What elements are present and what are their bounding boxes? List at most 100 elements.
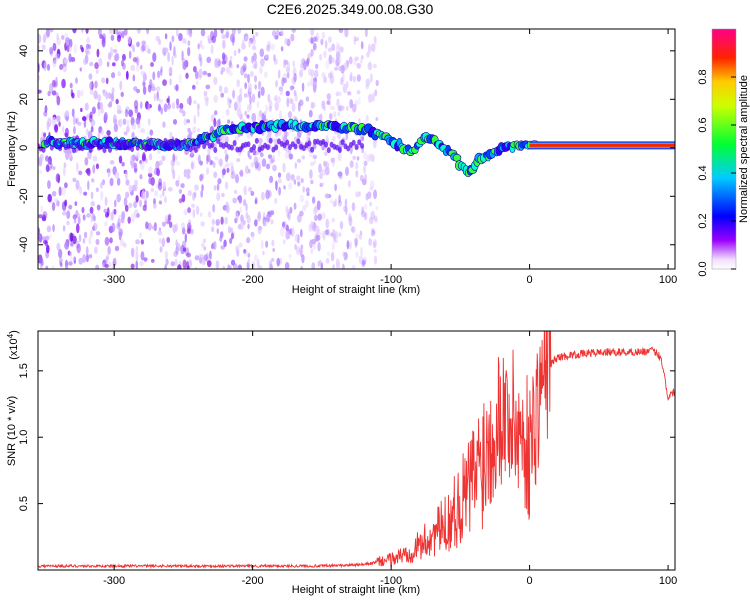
spectrogram-noise-cell: [101, 37, 106, 48]
spectrogram-noise-cell: [75, 179, 80, 190]
spectrogram-noise-cell: [337, 56, 342, 64]
spectrogram-noise-cell: [158, 178, 163, 186]
spectrogram-noise-cell: [355, 162, 359, 170]
spectrogram-noise-cell: [52, 60, 57, 68]
spectrogram-noise-cell: [272, 248, 276, 253]
spectrogram-noise-cell: [246, 104, 251, 113]
spectrogram-noise-cell: [228, 61, 232, 67]
spectrogram-noise-cell: [259, 48, 265, 57]
spectrogram-band-cell: [85, 142, 90, 149]
spectrogram-band-cell: [94, 140, 99, 147]
spectrogram-noise-cell: [188, 131, 193, 137]
spectrogram-noise-cell: [113, 118, 118, 126]
spectrogram-noise-cell: [281, 221, 286, 228]
spectrogram-noise-cell: [213, 240, 217, 250]
spectrogram-band-cell: [326, 147, 331, 154]
spectrogram-noise-cell: [126, 119, 130, 128]
spectrogram-noise-cell: [64, 151, 70, 161]
spectrogram-noise-cell: [134, 167, 138, 173]
spectrogram-noise-cell: [321, 230, 326, 239]
spectrogram-noise-cell: [238, 94, 243, 103]
spectrogram-noise-cell: [224, 163, 230, 168]
spectrogram-noise-cell: [301, 155, 306, 160]
spectrogram-y-tick-label: 0: [18, 145, 30, 151]
spectrogram-noise-cell: [250, 190, 255, 197]
spectrogram-noise-cell: [355, 251, 359, 258]
spectrogram-noise-cell: [282, 239, 286, 245]
spectrogram-noise-cell: [182, 110, 186, 117]
spectrogram-noise-cell: [72, 29, 77, 34]
spectrogram-noise-cell: [344, 29, 349, 38]
spectrogram-noise-cell: [209, 160, 214, 165]
spectrogram-noise-cell: [139, 174, 143, 180]
spectrogram-noise-cell: [95, 163, 100, 170]
spectrogram-noise-cell: [46, 121, 50, 131]
spectrogram-noise-cell: [135, 63, 140, 72]
spectrogram-noise-cell: [152, 52, 157, 63]
spectrogram-noise-cell: [118, 228, 123, 237]
spectrogram-noise-cell: [91, 80, 94, 91]
spectrogram-noise-cell: [240, 214, 244, 223]
spectrogram-noise-cell: [40, 205, 43, 214]
spectrogram-noise-cell: [124, 204, 129, 212]
spectrogram-noise-cell: [182, 247, 187, 252]
spectrogram-x-tick-label: -300: [103, 274, 125, 286]
spectrogram-band-cell: [88, 146, 93, 153]
spectrogram-noise-cell: [262, 216, 267, 227]
spectrogram-noise-cell: [116, 222, 121, 230]
spectrogram-noise-cell: [245, 35, 249, 41]
spectrogram-noise-cell: [86, 50, 91, 56]
spectrogram-noise-cell: [148, 177, 152, 185]
spectrogram-noise-cell: [180, 244, 185, 255]
spectrogram-noise-cell: [77, 121, 82, 126]
spectrogram-noise-cell: [46, 244, 50, 254]
spectrogram-noise-cell: [109, 237, 113, 244]
spectrogram-noise-cell: [233, 101, 238, 111]
spectrogram-noise-cell: [338, 194, 341, 204]
spectrogram-noise-cell: [45, 235, 50, 241]
spectrogram-noise-cell: [150, 187, 155, 193]
spectrogram-noise-cell: [226, 167, 230, 173]
spectrogram-noise-cell: [279, 227, 285, 237]
spectrogram-noise-cell: [248, 168, 251, 174]
spectrogram-noise-cell: [360, 174, 364, 182]
spectrogram-noise-cell: [87, 180, 90, 191]
spectrogram-noise-cell: [80, 29, 84, 33]
spectrogram-noise-cell: [356, 89, 361, 95]
spectrogram-noise-cell: [77, 216, 81, 225]
spectrogram-noise-cell: [306, 131, 310, 141]
spectrogram-noise-cell: [157, 70, 161, 79]
spectrogram-band-cell: [193, 147, 198, 154]
spectrogram-tone-core: [529, 143, 675, 147]
spectrogram-noise-cell: [277, 172, 282, 178]
spectrogram-noise-cell: [164, 196, 167, 203]
spectrogram-noise-cell: [243, 73, 248, 79]
spectrogram-noise-cell: [70, 241, 74, 247]
spectrogram-noise-cell: [86, 37, 90, 44]
spectrogram-band-cell: [130, 145, 135, 152]
spectrogram-noise-cell: [63, 32, 69, 41]
spectrogram-noise-cell: [130, 212, 135, 223]
spectrogram-x-tick-label: 100: [659, 274, 677, 286]
spectrogram-noise-cell: [260, 239, 264, 250]
spectrogram-noise-cell: [110, 34, 115, 41]
spectrogram-noise-cell: [89, 111, 93, 119]
spectrogram-noise-cell: [122, 118, 127, 126]
colorbar: 0.0 0.2 0.4 0.6 0.8 Normalized spectral ampl…: [697, 28, 750, 277]
spectrogram-x-tick-label: -200: [242, 274, 264, 286]
spectrogram-noise-cell: [124, 170, 128, 180]
spectrogram-noise-cell: [120, 59, 125, 67]
spectrogram-noise-cell: [159, 193, 163, 199]
spectrogram-noise-cell: [76, 243, 81, 254]
spectrogram-noise-cell: [150, 258, 155, 263]
spectrogram-noise-cell: [54, 124, 59, 133]
spectrogram-noise-cell: [133, 200, 137, 209]
spectrogram-noise-cell: [119, 80, 123, 91]
spectrogram-band-cell: [108, 146, 113, 153]
spectrogram-noise-cell: [228, 99, 232, 105]
spectrogram-noise-cell: [310, 68, 314, 78]
spectrogram-noise-cell: [167, 103, 172, 110]
spectrogram-noise-cell: [272, 164, 277, 172]
spectrogram-noise-cell: [299, 228, 303, 238]
spectrogram-noise-cell: [82, 254, 87, 263]
